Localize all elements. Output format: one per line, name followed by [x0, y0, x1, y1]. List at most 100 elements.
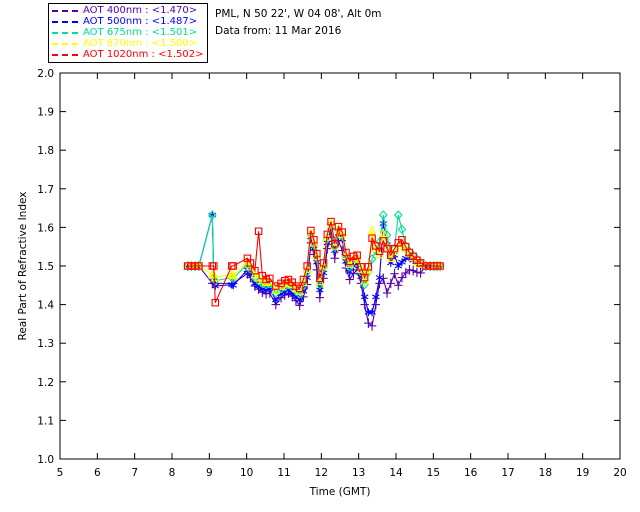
- chart-header: PML, N 50 22', W 04 08', Alt 0m Data fro…: [215, 6, 382, 40]
- legend-item-label: AOT 675nm : <1.501>: [83, 27, 198, 38]
- legend-item-label: AOT 500nm : <1.487>: [83, 16, 198, 27]
- data-point-triangle: [326, 218, 336, 228]
- x-tick-label: 11: [277, 467, 290, 479]
- data-point-asterisk: [360, 294, 369, 300]
- x-tick-label: 5: [57, 467, 64, 479]
- data-point-square: [327, 217, 335, 226]
- data-point-diamond: [360, 279, 369, 290]
- data-point-square: [303, 262, 311, 270]
- legend-item-675nm: AOT 675nm : <1.501>: [52, 27, 203, 38]
- data-point-diamond: [378, 210, 388, 220]
- x-tick-label: 12: [315, 467, 328, 479]
- legend-item-500nm: AOT 500nm : <1.487>: [52, 16, 203, 27]
- data-point-square: [295, 284, 304, 293]
- y-tick-label: 1.9: [37, 107, 54, 119]
- data-point-asterisk: [368, 309, 376, 315]
- data-point-square: [436, 262, 444, 270]
- x-tick-label: 10: [240, 467, 253, 479]
- data-point-triangle: [356, 264, 366, 273]
- data-point-triangle: [352, 252, 362, 262]
- data-point-triangle: [330, 240, 340, 250]
- data-point-square: [338, 228, 346, 236]
- y-tick-label: 1.5: [37, 261, 54, 273]
- legend-item-400nm: AOT 400nm : <1.470>: [52, 5, 203, 16]
- data-point-square: [254, 227, 263, 236]
- data-point-asterisk: [372, 294, 380, 300]
- data-point-triangle: [345, 259, 355, 268]
- y-tick-label: 1.2: [37, 377, 54, 389]
- data-point-asterisk: [251, 280, 259, 286]
- header-date: Data from: 11 Mar 2016: [215, 25, 342, 37]
- header-location: PML, N 50 22', W 04 08', Alt 0m: [215, 8, 382, 20]
- data-point-triangle: [210, 272, 220, 282]
- data-point-square: [211, 298, 220, 307]
- data-point-square: [299, 275, 308, 284]
- data-point-asterisk: [272, 297, 280, 303]
- series-AOT-1020nm: [183, 217, 444, 307]
- x-tick-label: 13: [352, 467, 365, 479]
- data-point-asterisk: [398, 259, 406, 265]
- chart-legend: AOT 400nm : <1.470> AOT 500nm : <1.487> AO…: [48, 3, 209, 63]
- data-point-square: [323, 230, 332, 239]
- data-point-asterisk: [258, 286, 267, 292]
- data-point-square: [379, 237, 388, 245]
- legend-dash-icon: [52, 42, 78, 45]
- data-point-asterisk: [284, 287, 293, 293]
- y-tick-label: 1.0: [37, 454, 54, 466]
- data-point-asterisk: [375, 275, 384, 281]
- legend-dash-icon: [52, 20, 78, 23]
- x-tick-label: 15: [427, 467, 440, 479]
- data-point-triangle: [295, 286, 305, 295]
- data-point-square: [319, 259, 328, 267]
- y-tick-label: 1.3: [37, 338, 54, 350]
- x-tick-label: 14: [389, 467, 403, 479]
- data-point-square: [313, 249, 321, 258]
- data-point-square: [307, 226, 315, 235]
- data-point-square: [210, 262, 218, 270]
- x-tick-label: 16: [464, 467, 478, 479]
- data-point-triangle: [254, 272, 264, 282]
- legend-item-1020nm: AOT 1020nm : <1.502>: [52, 49, 203, 60]
- legend-dash-icon: [52, 31, 78, 34]
- data-point-square: [422, 262, 430, 270]
- data-point-square: [229, 262, 237, 270]
- legend-dash-icon: [52, 9, 78, 12]
- x-tick-label: 18: [539, 467, 552, 479]
- data-point-triangle: [367, 225, 377, 235]
- data-point-square: [353, 251, 361, 259]
- x-tick-label: 20: [613, 467, 626, 479]
- data-point-square: [266, 274, 274, 283]
- y-tick-label: 1.7: [37, 184, 54, 196]
- x-axis-label: Time (GMT): [309, 486, 371, 498]
- data-point-square: [310, 236, 318, 244]
- data-point-square: [375, 247, 384, 256]
- data-point-square: [342, 248, 350, 257]
- x-tick-label: 17: [501, 467, 514, 479]
- data-point-asterisk: [316, 287, 324, 293]
- y-tick-label: 1.1: [37, 415, 54, 427]
- data-point-asterisk: [345, 269, 354, 275]
- data-point-triangle: [312, 251, 322, 261]
- data-point-triangle: [322, 232, 332, 241]
- data-point-triangle: [227, 269, 237, 279]
- data-point-square: [195, 262, 203, 270]
- plot-frame: [59, 72, 621, 460]
- data-point-asterisk: [229, 282, 237, 288]
- data-point-triangle: [337, 229, 347, 239]
- x-tick-label: 8: [169, 467, 176, 479]
- data-point-square: [357, 263, 365, 271]
- data-point-square: [331, 239, 339, 248]
- data-point-asterisk: [394, 263, 402, 269]
- x-tick-label: 9: [206, 467, 213, 479]
- data-point-triangle: [382, 242, 392, 252]
- data-point-diamond: [326, 219, 336, 230]
- data-point-diamond: [207, 210, 217, 220]
- data-point-asterisk: [379, 221, 388, 227]
- data-point-asterisk: [295, 297, 304, 303]
- x-tick-label: 6: [94, 467, 101, 479]
- legend-item-label: AOT 400nm : <1.470>: [83, 5, 198, 16]
- data-point-diamond: [432, 261, 442, 271]
- data-point-square: [316, 274, 324, 283]
